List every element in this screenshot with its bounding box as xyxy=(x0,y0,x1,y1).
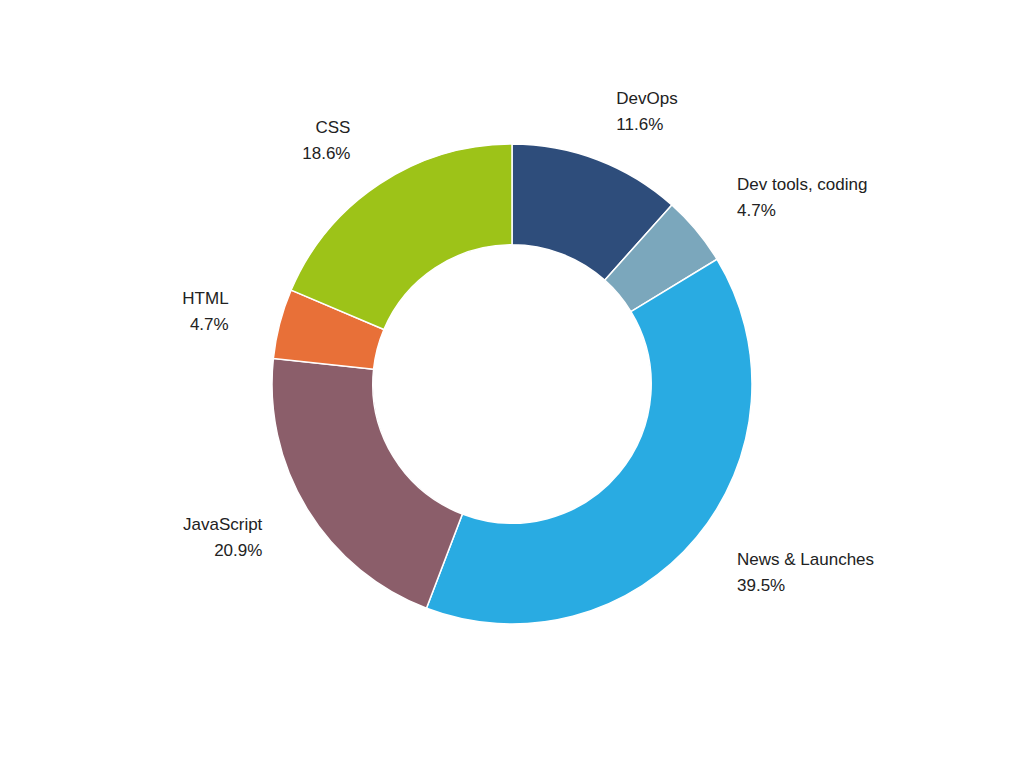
category-label: DevOps xyxy=(616,89,677,108)
labels: DevOps 11.6% Dev tools, coding 4.7% News & L… xyxy=(182,89,874,595)
value-label: 11.6% xyxy=(616,115,663,134)
slices xyxy=(272,144,752,624)
page: {"chart_data": {"type": "donut", "catego… xyxy=(0,0,1024,768)
chart-container: DevOps 11.6% Dev tools, coding 4.7% News & L… xyxy=(0,0,1024,768)
category-label: JavaScript xyxy=(183,515,263,534)
chart-svg: DevOps 11.6% Dev tools, coding 4.7% News & L… xyxy=(0,0,1024,768)
value-label: 4.7% xyxy=(190,315,229,334)
value-label: 18.6% xyxy=(302,144,350,163)
category-label: Dev tools, coding xyxy=(737,175,867,194)
category-label: HTML xyxy=(182,289,228,308)
category-label: CSS xyxy=(316,118,351,137)
slice xyxy=(291,144,512,330)
value-label: 39.5% xyxy=(737,576,785,595)
slice xyxy=(426,259,752,624)
category-label: News & Launches xyxy=(737,550,874,569)
value-label: 20.9% xyxy=(214,541,262,560)
slice xyxy=(272,358,462,608)
value-label: 4.7% xyxy=(737,201,776,220)
